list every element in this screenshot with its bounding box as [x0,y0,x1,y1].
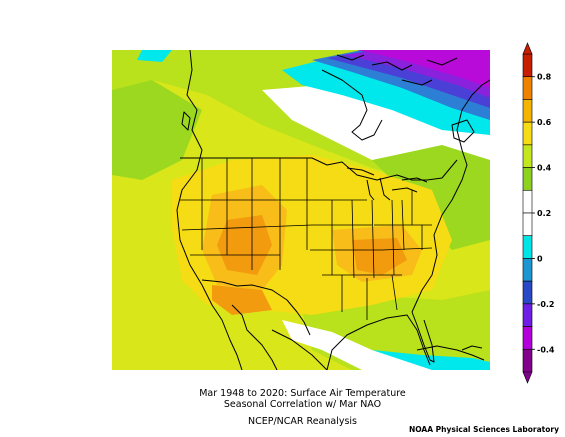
great-lakes-icon [346,167,428,201]
colorbar-segment [522,235,533,259]
map-subtitle: Seasonal Correlation w/ Mar NAO [223,399,382,410]
east-coast-icon [411,79,490,313]
colorbar-segment [522,303,533,327]
colorbar-segment [522,121,533,146]
colorbar-segment [522,53,533,78]
colorbar-label: -0.4 [537,345,555,354]
florida-icon [411,311,435,363]
map-title: Mar 1948 to 2020: Surface Air Temperatur… [199,388,406,399]
colorbar-segment [522,99,533,123]
field-orange-southwest [217,215,272,275]
credit-label: NOAA Physical Sciences Laboratory [408,425,559,434]
arctic-islands-icon [336,54,458,86]
colorbar-segment [522,280,533,305]
field-cyan-north [282,60,490,135]
caribbean-island-icon [461,345,483,351]
field-cyan-northwest [137,50,172,62]
colorbar: 0.80.60.40.20-0.2-0.4-0.6-0.8 [522,42,555,384]
data-source: NCEP/NCAR Reanalysis [247,416,357,427]
vancouver-island-icon [181,111,191,131]
colorbar-label: 0.4 [537,164,552,173]
colorbar-segment [522,348,533,373]
colorbar-segment [522,212,533,237]
colorbar-segment [522,189,533,214]
field-orange-baja [212,285,272,315]
colorbar-segment [522,76,533,100]
colorbar-max-arrow-icon [522,42,533,55]
cuba-icon [416,345,485,361]
colorbar-label: 0.2 [537,209,551,218]
newfoundland-icon [451,119,475,143]
colorbar-label: -0.2 [537,300,555,309]
geographic-outlines [176,50,490,370]
us-canada-border-icon [180,157,458,181]
colorbar-segment [522,167,533,191]
state-lines-icon [180,158,433,320]
colorbar-segment [522,144,533,168]
colorbar-segment [522,258,533,282]
us-mexico-border-icon [201,279,311,336]
hudson-bay-icon [321,69,383,141]
correlation-map [112,50,490,370]
field-white-band [262,85,490,160]
colorbar-min-arrow-icon [522,371,533,384]
colorbar-segment [522,326,533,350]
correlation-field [112,50,490,370]
colorbar-label: 0 [537,254,543,263]
colorbar-label: 0.8 [537,73,552,82]
field-magenta [357,50,490,88]
field-green-west [112,80,202,180]
north-america-coastline-icon [176,50,431,370]
colorbar-label: 0.6 [537,118,552,127]
